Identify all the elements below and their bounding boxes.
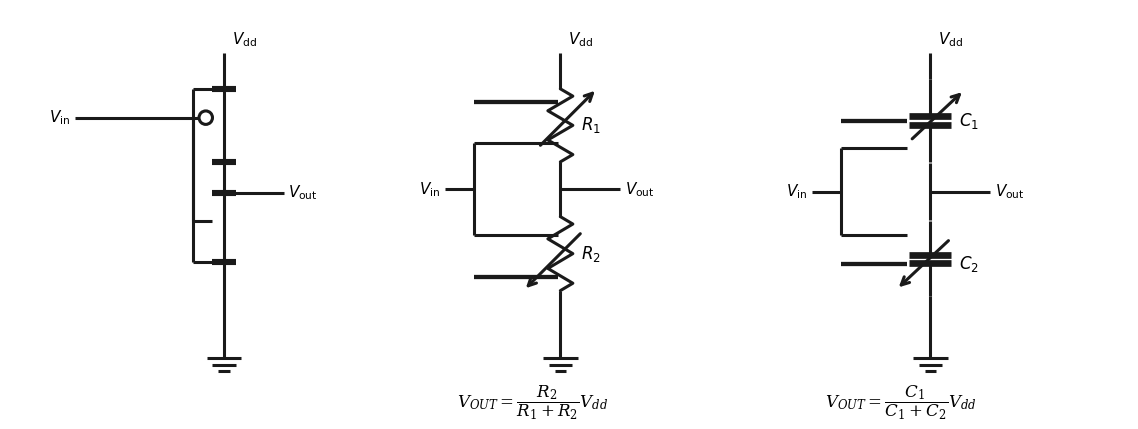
Text: $C_1$: $C_1$ — [959, 111, 979, 130]
Text: $V_{OUT} = \dfrac{R_2}{R_1 + R_2}V_{dd}$: $V_{OUT} = \dfrac{R_2}{R_1 + R_2}V_{dd}$ — [456, 383, 608, 422]
Text: $V_{\mathrm{dd}}$: $V_{\mathrm{dd}}$ — [568, 31, 593, 49]
Text: $V_{\mathrm{out}}$: $V_{\mathrm{out}}$ — [625, 180, 654, 199]
Text: $V_{\mathrm{dd}}$: $V_{\mathrm{dd}}$ — [938, 31, 963, 49]
Text: $V_{\mathrm{out}}$: $V_{\mathrm{out}}$ — [288, 183, 319, 202]
Text: $R_2$: $R_2$ — [582, 244, 601, 264]
Text: $V_{\mathrm{in}}$: $V_{\mathrm{in}}$ — [49, 108, 71, 127]
Text: $V_{\mathrm{in}}$: $V_{\mathrm{in}}$ — [419, 180, 440, 199]
Text: $C_2$: $C_2$ — [959, 254, 979, 274]
Text: $R_1$: $R_1$ — [582, 115, 601, 136]
Text: $V_{\mathrm{dd}}$: $V_{\mathrm{dd}}$ — [232, 31, 257, 49]
Text: $V_{OUT} = \dfrac{C_1}{C_1 + C_2}V_{dd}$: $V_{OUT} = \dfrac{C_1}{C_1 + C_2}V_{dd}$ — [825, 383, 976, 422]
Text: $V_{\mathrm{in}}$: $V_{\mathrm{in}}$ — [786, 182, 807, 201]
Text: $V_{\mathrm{out}}$: $V_{\mathrm{out}}$ — [995, 182, 1024, 201]
